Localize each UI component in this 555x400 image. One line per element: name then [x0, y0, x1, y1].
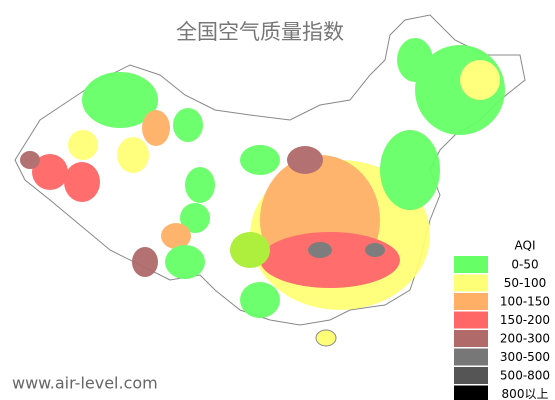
- area: [230, 232, 270, 268]
- map-title: 全国空气质量指数: [176, 20, 344, 44]
- legend-swatch: [454, 367, 488, 384]
- legend-swatch: [454, 385, 488, 400]
- area: [142, 110, 170, 146]
- area: [165, 245, 205, 279]
- area: [260, 232, 400, 288]
- watermark: www.air-level.com: [12, 374, 158, 393]
- area: [240, 145, 280, 175]
- area: [397, 38, 433, 82]
- area: [380, 130, 440, 210]
- legend-label: 150-200: [500, 313, 550, 327]
- legend-label: 300-500: [500, 350, 550, 364]
- area: [240, 282, 280, 318]
- area: [161, 223, 191, 249]
- area: [287, 146, 323, 174]
- aqi-areas: [20, 38, 505, 318]
- legend-label: 100-150: [500, 295, 550, 309]
- area: [185, 167, 215, 203]
- area: [308, 242, 332, 258]
- legend-swatch: [454, 348, 488, 366]
- area: [64, 162, 100, 202]
- area: [32, 154, 68, 190]
- area: [460, 60, 500, 100]
- legend-swatch: [454, 311, 488, 329]
- legend-swatch: [454, 330, 488, 347]
- area: [68, 130, 98, 160]
- map: [14, 14, 526, 347]
- legend-label: 0-50: [511, 258, 538, 272]
- area: [173, 108, 203, 142]
- area: [365, 243, 385, 257]
- legend-label: 800以上: [502, 387, 549, 400]
- legend-label: 50-100: [504, 276, 547, 290]
- area: [132, 247, 158, 277]
- area: [20, 151, 40, 169]
- legend-swatch: [454, 256, 488, 273]
- area: [180, 203, 210, 233]
- legend: AQI 0-50 50-100 100-150 150-200 200-300 300-5…: [454, 239, 550, 400]
- legend-swatch: [454, 293, 488, 310]
- legend-label: 500-800: [500, 369, 550, 383]
- area: [117, 137, 149, 173]
- legend-swatch: [454, 274, 488, 292]
- island: [315, 329, 337, 347]
- legend-title: AQI: [515, 239, 536, 253]
- legend-label: 200-300: [500, 332, 550, 346]
- area: [82, 72, 158, 128]
